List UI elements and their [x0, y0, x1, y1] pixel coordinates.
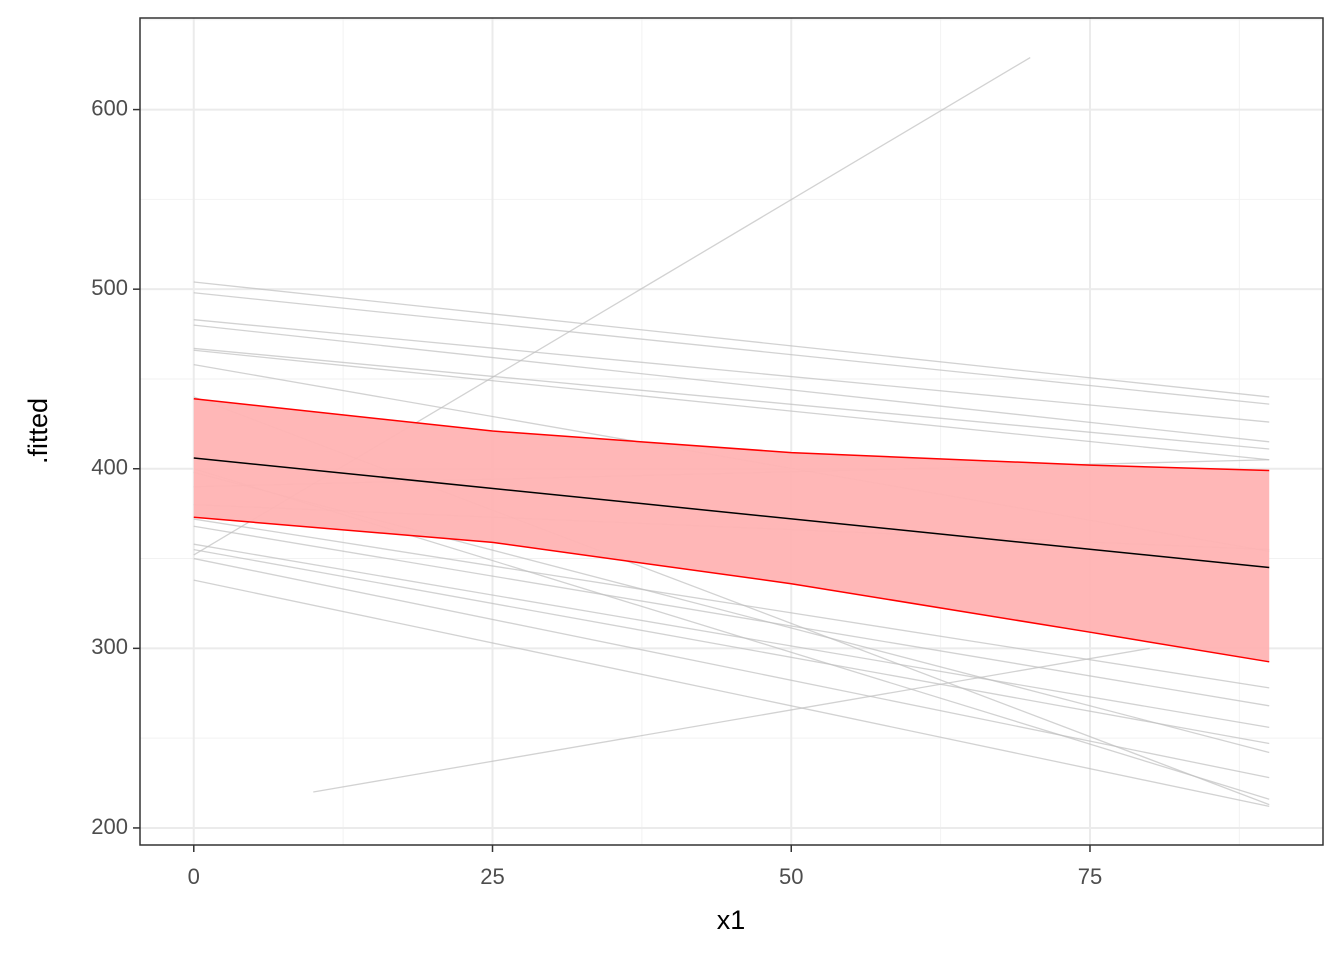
series-line	[193, 557, 1270, 779]
series-line	[313, 647, 1150, 793]
series-line	[193, 548, 1270, 745]
series-line	[193, 518, 1270, 689]
band-lower	[193, 516, 1270, 663]
x-tick-label: 25	[480, 864, 504, 889]
panel-border	[139, 17, 1324, 846]
y-axis-title: .fitted	[23, 398, 53, 464]
fit-line	[193, 457, 1270, 569]
band-upper	[193, 397, 1270, 472]
x-tick-label: 0	[188, 864, 200, 889]
marks	[193, 56, 1270, 808]
y-tick-label: 200	[91, 814, 128, 839]
x-tick-label: 75	[1078, 864, 1102, 889]
y-tick-label: 600	[91, 95, 128, 120]
series-line	[193, 347, 1270, 450]
y-tick-label: 500	[91, 275, 128, 300]
y-tick-label: 300	[91, 634, 128, 659]
series-line	[193, 543, 1270, 729]
x-tick-label: 50	[779, 864, 803, 889]
series-line	[193, 292, 1270, 405]
series-line	[193, 349, 1270, 461]
confidence-band	[193, 398, 1270, 662]
series-line	[193, 525, 1270, 707]
series-line	[193, 324, 1270, 443]
x-axis-title: x1	[717, 905, 746, 935]
series-line	[193, 319, 1270, 423]
series-line	[193, 579, 1270, 808]
series-line	[193, 281, 1270, 398]
y-tick-label: 400	[91, 455, 128, 480]
